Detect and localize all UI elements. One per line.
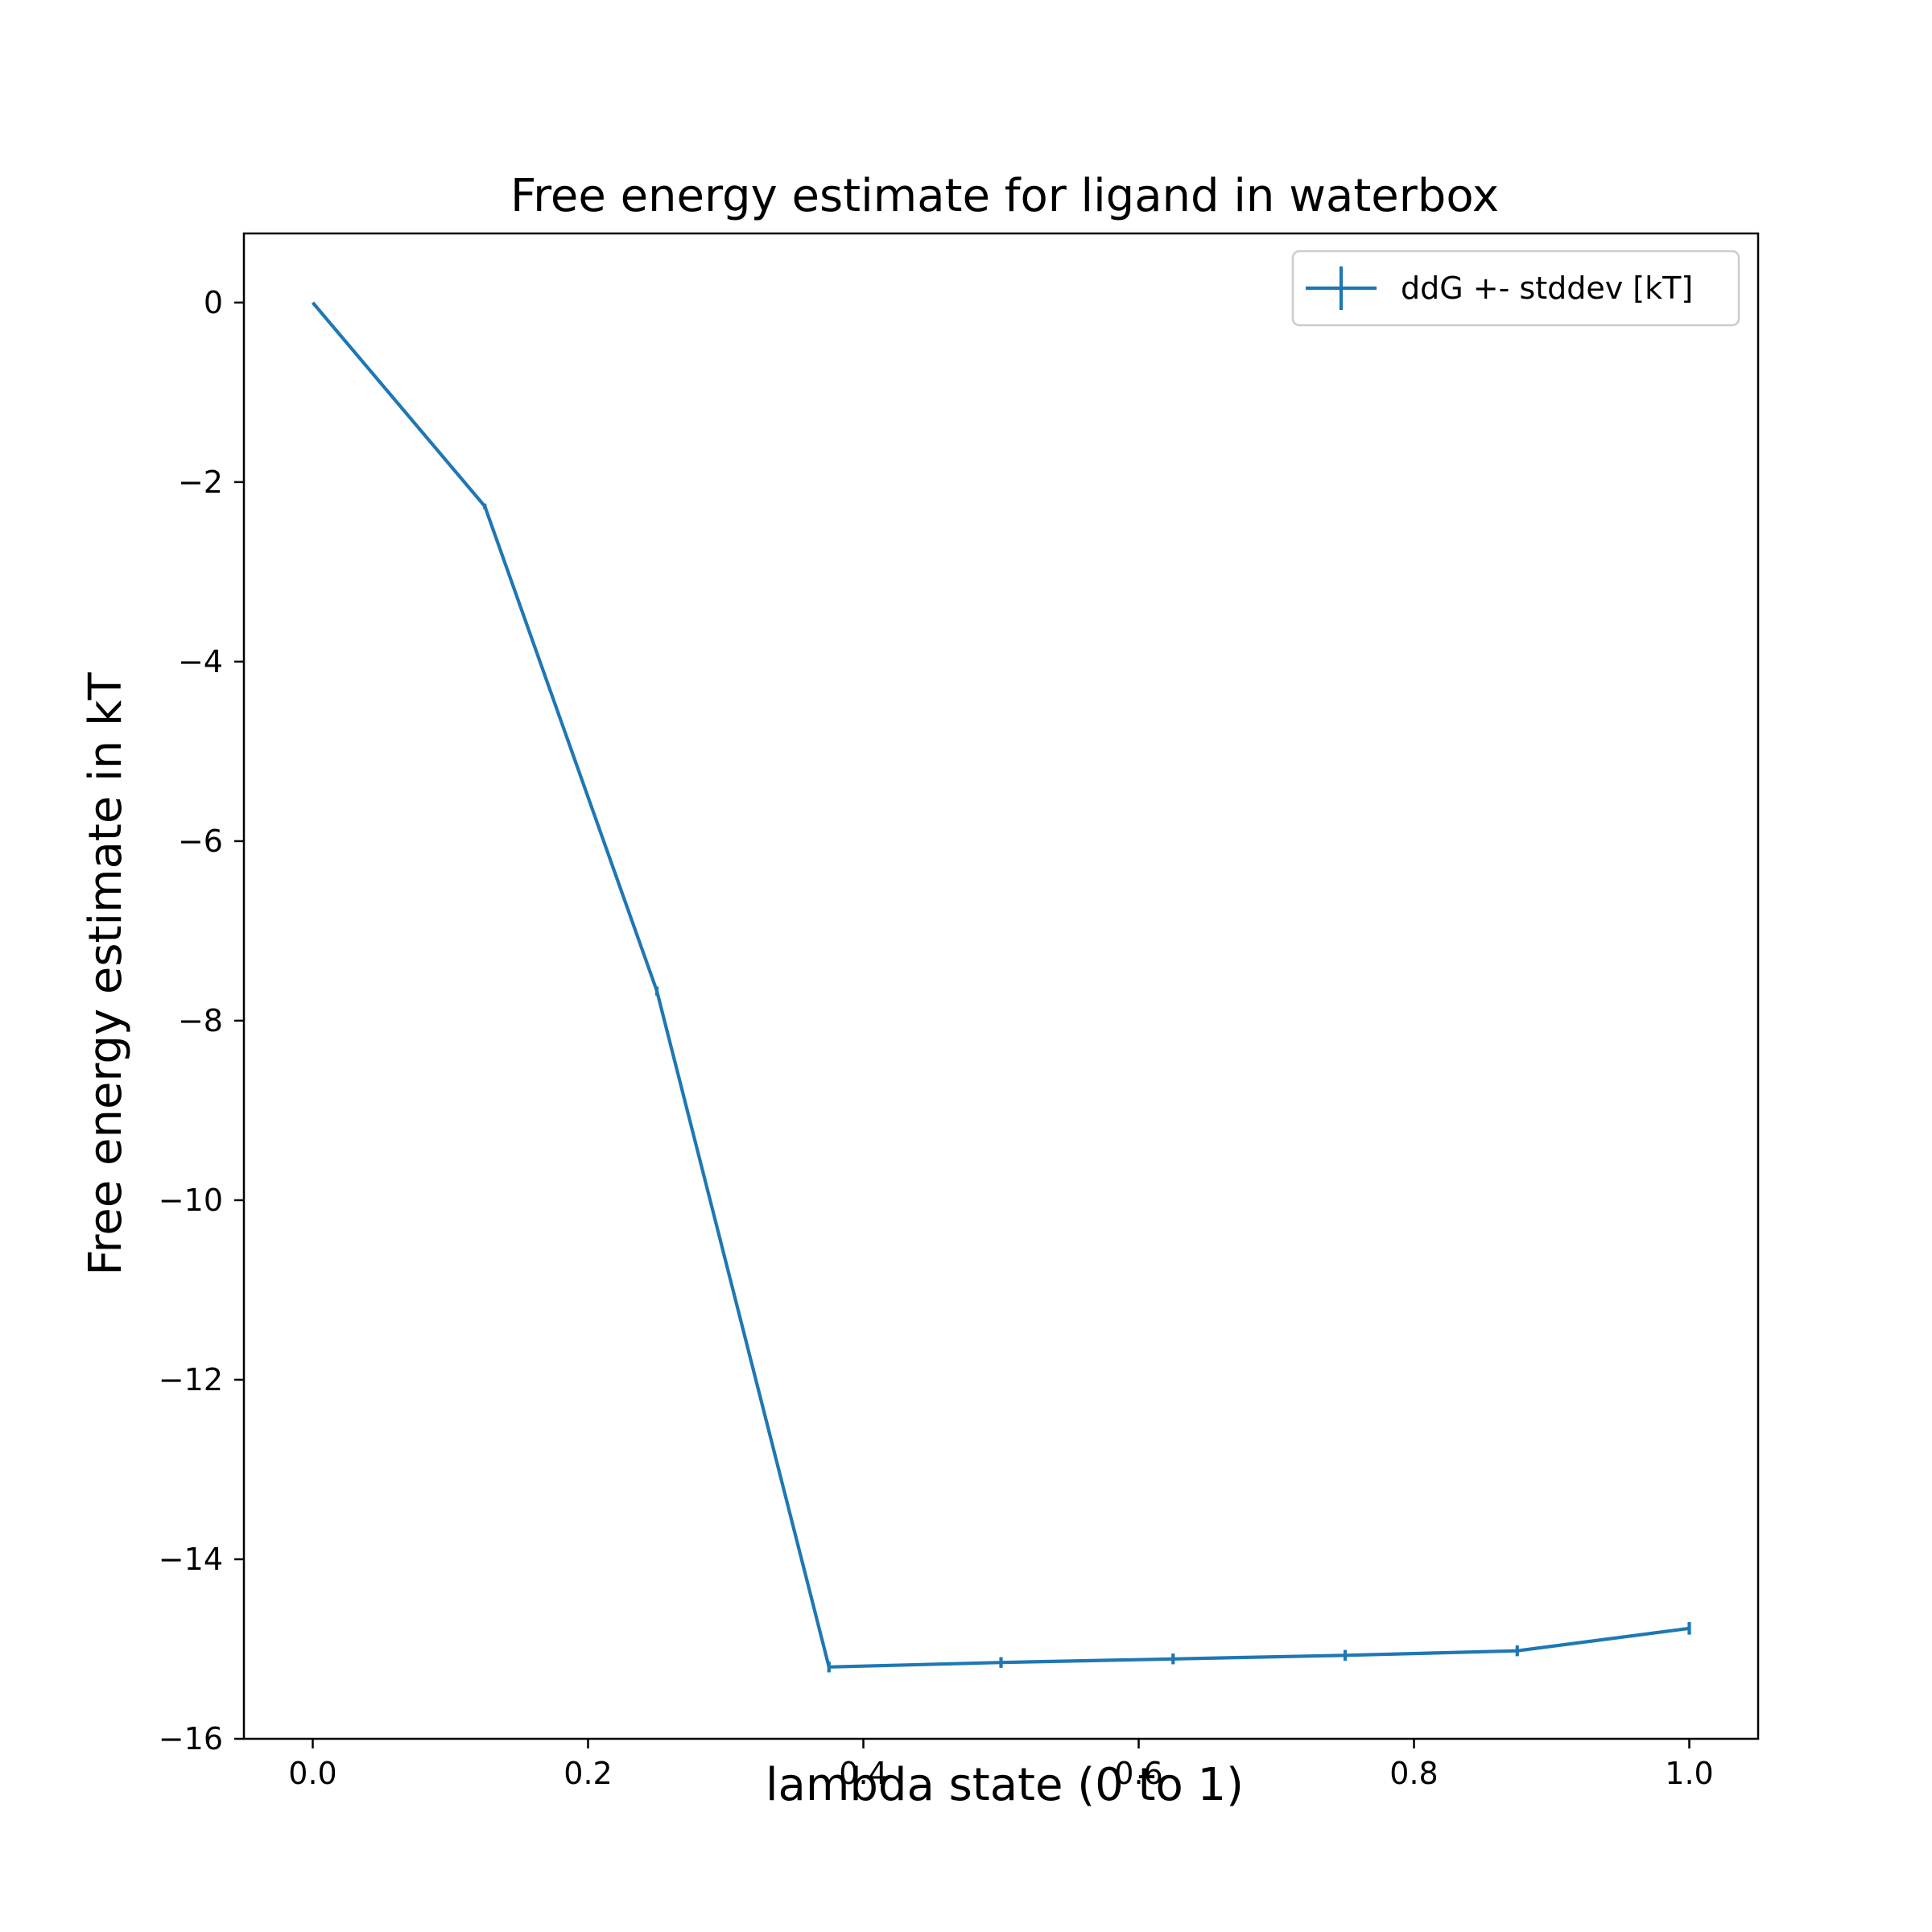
plot-area: 0.0 0.2 0.4 0.6 0.8 1.0 0 −2 −4 −6 −8 −10 −12 −14 −16: [159, 232, 1760, 1791]
x-tick-label: 0.0: [288, 1756, 336, 1791]
x-tick-label: 1.0: [1665, 1756, 1713, 1791]
x-tick-label: 0.4: [839, 1756, 887, 1791]
y-tick-label: −10: [159, 1183, 223, 1218]
axes-frame: [242, 232, 1760, 1740]
y-tick-label: −8: [178, 1003, 223, 1038]
x-tick-label: 0.2: [564, 1756, 612, 1791]
y-tick-label: −16: [159, 1721, 223, 1757]
x-axis-label: lambda state (0 to 1): [766, 1759, 1244, 1811]
y-tick-label: −6: [178, 824, 223, 859]
y-tick-label: −2: [178, 464, 223, 500]
y-tick-label: −14: [159, 1542, 223, 1577]
y-tick-label: −4: [178, 644, 223, 679]
y-tick-label: −12: [159, 1362, 223, 1397]
legend: ddG +- stddev [kT]: [1291, 250, 1740, 327]
chart-title: Free energy estimate for ligand in water…: [510, 170, 1499, 222]
legend-box: [1291, 250, 1740, 327]
y-axis-label: Free energy estimate in kT: [80, 672, 132, 1276]
x-tick-label: 0.6: [1114, 1756, 1162, 1791]
y-tick-label: 0: [204, 285, 223, 320]
legend-label: ddG +- stddev [kT]: [1401, 270, 1693, 306]
x-tick-label: 0.8: [1389, 1756, 1438, 1791]
